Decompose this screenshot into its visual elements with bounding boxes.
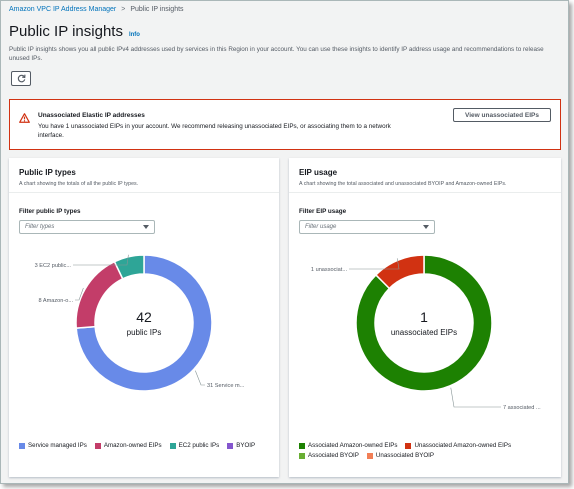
slice-label: 1 unassociat... (311, 267, 348, 273)
public-ip-types-panel: Public IP types A chart showing the tota… (9, 158, 279, 477)
panel-header: Public IP types A chart showing the tota… (9, 158, 279, 193)
panel-subtitle: A chart showing the total associated and… (299, 181, 507, 187)
legend-label: Service managed IPs (28, 442, 87, 449)
slice-leader-line (349, 258, 400, 270)
legend-swatch (19, 442, 25, 449)
legend-swatch (299, 452, 305, 459)
legend-item-unassociated-byoip[interactable]: Unassociated BYOIP (366, 452, 435, 459)
donut-slice[interactable] (355, 254, 493, 392)
legend-label: EC2 public IPs (178, 442, 220, 449)
warning-icon (19, 113, 30, 123)
donut-slice[interactable] (374, 254, 425, 290)
legend-item-byoip[interactable]: BYOIP (227, 442, 255, 449)
slice-leader-line (75, 287, 84, 301)
donut-center-label: unassociated EIPs (391, 328, 457, 337)
legend-swatch (94, 442, 101, 449)
eip-usage-panel: EIP usage A chart showing the total asso… (289, 158, 561, 477)
legend-swatch (227, 442, 234, 449)
slice-label: 8 Amazon-o... (38, 298, 73, 304)
legend-item-associated-amazon[interactable]: Associated Amazon-owned EIPs (299, 442, 397, 449)
legend-item-service-managed[interactable]: Service managed IPs (19, 442, 87, 449)
donut-center-value: 42 (136, 309, 152, 325)
page-title: Public IP insights (9, 23, 123, 40)
filter-placeholder: Filter usage (305, 224, 337, 230)
unassociated-eip-alert: Unassociated Elastic IP addresses You ha… (9, 99, 561, 150)
donut-slice[interactable] (113, 254, 145, 280)
panel-title: Public IP types (19, 168, 76, 177)
legend-item-ec2-public[interactable]: EC2 public IPs (169, 442, 220, 449)
breadcrumb-separator: > (121, 6, 126, 13)
slice-leader-line (450, 387, 501, 408)
legend-swatch (366, 452, 373, 459)
view-unassociated-eips-button[interactable]: View unassociated EIPs (453, 108, 551, 122)
legend-swatch (405, 442, 412, 449)
legend-swatch (299, 442, 305, 449)
filter-types-select[interactable]: Filter types (19, 220, 155, 234)
panel-title: EIP usage (299, 168, 338, 177)
filter-placeholder: Filter types (25, 224, 55, 230)
filter-label: Filter public IP types (19, 208, 81, 215)
legend-item-amazon-owned[interactable]: Amazon-owned EIPs (94, 442, 162, 449)
alert-title: Unassociated Elastic IP addresses (38, 112, 145, 119)
donut-slice[interactable] (75, 260, 124, 329)
caret-down-icon (423, 225, 429, 229)
eip-usage-donut-chart: 7 associated ... 1 unassociat... 1 unassoci… (311, 254, 541, 411)
refresh-icon (17, 74, 26, 83)
filter-label: Filter EIP usage (299, 208, 347, 215)
panel-subtitle: A chart showing the totals of all the pu… (19, 181, 139, 187)
legend-label: Unassociated Amazon-owned EIPs (414, 442, 512, 449)
panel-header: EIP usage A chart showing the total asso… (289, 158, 561, 193)
slice-leader-line (73, 254, 129, 266)
page-description: Public IP insights shows you all public … (9, 46, 544, 62)
legend-swatch (169, 442, 176, 449)
legend-label: Amazon-owned EIPs (103, 442, 162, 449)
slice-label: 31 Service m... (207, 383, 245, 389)
page-title-row: Public IP insights Info (9, 23, 140, 40)
filter-usage-select[interactable]: Filter usage (299, 220, 435, 234)
legend-label: Associated BYOIP (308, 452, 359, 459)
legend-item-associated-byoip[interactable]: Associated BYOIP (299, 452, 359, 459)
chart-legend: Service managed IPs Amazon-owned EIPs EC… (19, 442, 274, 449)
donut-slice[interactable] (75, 254, 213, 392)
caret-down-icon (143, 225, 149, 229)
legend-label: Unassociated BYOIP (375, 452, 435, 459)
slice-leader-line (195, 370, 205, 386)
slice-label: 7 associated ... (503, 405, 541, 411)
alert-message: You have 1 unassociated EIPs in your acc… (38, 123, 391, 139)
donut-center-label: public IPs (127, 328, 162, 337)
legend-label: BYOIP (236, 442, 256, 449)
legend-label: Associated Amazon-owned EIPs (308, 442, 398, 449)
breadcrumb: Amazon VPC IP Address Manager > Public I… (9, 6, 184, 13)
info-link[interactable]: Info (128, 32, 140, 38)
slice-label: 3 EC2 public... (35, 263, 72, 269)
public-ip-types-donut-chart: 31 Service m... 8 Amazon-o... 3 EC2 public… (35, 254, 245, 392)
chart-legend: Associated Amazon-owned EIPs Unassociate… (299, 442, 554, 459)
legend-item-unassociated-amazon[interactable]: Unassociated Amazon-owned EIPs (405, 442, 511, 449)
breadcrumb-link-ipam[interactable]: Amazon VPC IP Address Manager (9, 6, 117, 13)
breadcrumb-current: Public IP insights (130, 6, 184, 13)
refresh-button[interactable] (11, 71, 31, 86)
donut-center-value: 1 (420, 309, 428, 325)
